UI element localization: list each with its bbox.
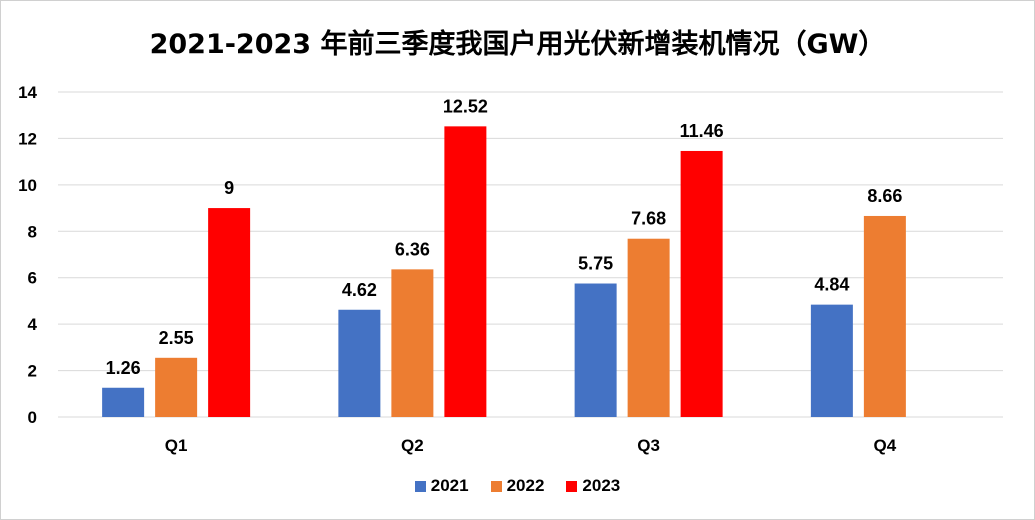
- y-tick-label: 6: [28, 269, 37, 288]
- data-label: 9: [224, 178, 234, 198]
- legend-swatch: [566, 480, 578, 492]
- legend-item: 2021: [414, 476, 469, 496]
- legend-item: 2022: [490, 476, 545, 496]
- bar-2022-q4: [863, 215, 906, 417]
- legend-swatch: [414, 480, 426, 492]
- bar-2023-q3: [680, 150, 723, 417]
- y-tick-label: 8: [28, 222, 37, 241]
- legend-swatch: [490, 480, 502, 492]
- x-tick-label: Q3: [637, 436, 660, 455]
- x-tick-label: Q1: [165, 436, 188, 455]
- bar-2023-q1: [208, 208, 251, 417]
- bar-2022-q1: [155, 357, 198, 417]
- bar-2022-q3: [627, 238, 670, 417]
- y-tick-label: 4: [28, 315, 38, 334]
- bar-2022-q2: [391, 269, 434, 417]
- y-tick-label: 10: [18, 176, 37, 195]
- data-label: 11.46: [680, 121, 724, 141]
- chart-legend: 2021 2022 2023: [0, 476, 1035, 496]
- chart-title: 2021-2023 年前三季度我国户用光伏新增装机情况（GW）: [149, 29, 886, 60]
- x-tick-label: Q4: [874, 436, 897, 455]
- data-label: 1.26: [106, 358, 141, 378]
- data-label: 12.52: [443, 96, 488, 116]
- bar-2021-q4: [810, 304, 853, 417]
- data-label: 5.75: [578, 254, 613, 274]
- y-tick-label: 12: [18, 129, 37, 148]
- legend-label: 2023: [582, 476, 621, 495]
- y-tick-label: 2: [28, 362, 37, 381]
- legend-label: 2022: [506, 476, 545, 495]
- data-label: 4.84: [814, 275, 849, 295]
- data-label: 6.36: [395, 239, 430, 259]
- bar-2021-q3: [574, 283, 617, 417]
- y-tick-label: 14: [18, 83, 37, 102]
- bar-2023-q2: [444, 126, 487, 417]
- bar-2021-q2: [338, 309, 381, 417]
- data-label: 7.68: [631, 209, 666, 229]
- x-tick-label: Q2: [401, 436, 424, 455]
- y-tick-label: 0: [28, 408, 37, 427]
- data-label: 4.62: [342, 280, 377, 300]
- legend-label: 2021: [430, 476, 469, 495]
- legend-item: 2023: [566, 476, 620, 496]
- data-label: 8.66: [867, 186, 902, 206]
- bar-2021-q1: [102, 387, 145, 417]
- data-label: 2.55: [159, 328, 194, 348]
